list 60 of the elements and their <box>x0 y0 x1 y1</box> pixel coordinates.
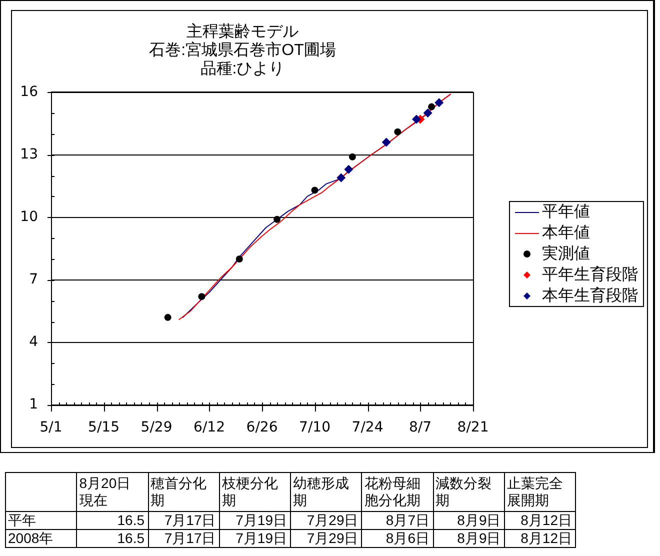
text: 8月12日 <box>520 530 572 546</box>
y-tick-label: 4 <box>29 334 38 350</box>
point <box>336 173 346 182</box>
point <box>164 314 172 321</box>
text: 7月29日 <box>306 530 358 546</box>
x-tick-label: 7/10 <box>299 420 330 436</box>
category-label: 8月20日現在 <box>79 475 131 508</box>
chart-title: 主稈葉齢モデル <box>186 22 298 41</box>
chart-subtitle: 石巻:宮城県石巻市OT圃場 <box>149 41 336 60</box>
text: 8月9日 <box>457 512 501 528</box>
x-tick-label: 8/21 <box>457 420 489 436</box>
y-tick-label: 10 <box>20 208 38 225</box>
x-tick-label: 5/29 <box>140 420 172 436</box>
point <box>434 98 444 108</box>
x-tick-label: 5/1 <box>40 420 62 436</box>
text: 7月17日 <box>164 530 216 546</box>
category-label: 2008年 <box>8 530 54 546</box>
category-label: 止葉完全展開期 <box>506 475 563 508</box>
x-tick-label: 5/15 <box>88 420 120 436</box>
category-label: 減数分裂期 <box>436 475 492 508</box>
category-label: 平年 <box>8 512 36 528</box>
point <box>394 128 402 136</box>
y-tick-label: 1 <box>29 396 38 413</box>
point <box>412 114 421 124</box>
text: 8月7日 <box>386 512 430 528</box>
y-tick-label: 7 <box>29 272 38 288</box>
legend-label: 実測値 <box>542 244 590 262</box>
text: 8月12日 <box>520 512 572 528</box>
text: 16.5 <box>117 530 144 546</box>
point <box>428 103 436 110</box>
x-tick-label: 6/12 <box>194 420 225 436</box>
point <box>348 153 356 160</box>
x-tick-label: 6/26 <box>246 420 278 436</box>
text: 8月6日 <box>386 530 430 546</box>
text: 7月29日 <box>306 512 358 528</box>
y-tick-label: 16 <box>20 84 38 100</box>
point <box>236 256 243 263</box>
text: 8月9日 <box>457 530 501 546</box>
legend-label: 平年生育段階 <box>542 265 638 284</box>
category-label: 花粉母細胞分化期 <box>364 475 420 508</box>
category-label: 幼穂形成期 <box>293 475 349 508</box>
point <box>423 108 432 118</box>
legend-label: 本年値 <box>542 223 590 242</box>
text: 7月19日 <box>236 530 287 546</box>
y-tick-label: 13 <box>20 146 38 162</box>
x-tick-label: 8/7 <box>408 420 432 436</box>
legend-label: 本年生育段階 <box>542 286 638 304</box>
category-label: 穂首分化期 <box>150 475 206 508</box>
text: 7月17日 <box>164 512 216 528</box>
point <box>344 164 354 174</box>
text: 7月19日 <box>236 512 287 528</box>
text: 品種:ひより <box>200 60 285 78</box>
category-label: 枝梗分化期 <box>222 475 278 508</box>
legend-label: 平年値 <box>542 203 590 220</box>
text: 16.5 <box>117 512 144 528</box>
x-tick-label: 7/24 <box>352 420 384 436</box>
point <box>198 293 206 300</box>
point <box>382 138 391 147</box>
point <box>311 186 318 194</box>
point <box>274 216 281 223</box>
